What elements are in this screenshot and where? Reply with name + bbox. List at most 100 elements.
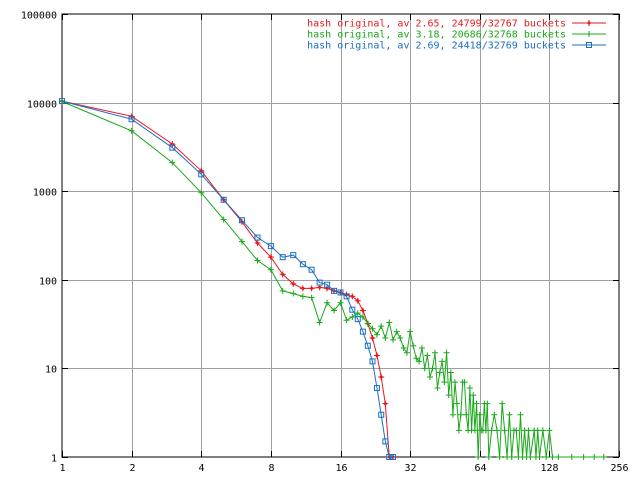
data-point: [369, 358, 376, 365]
data-point: [447, 369, 454, 376]
data-point: [494, 427, 501, 434]
data-point: [390, 336, 397, 343]
data-point: [436, 369, 443, 376]
data-point: [279, 254, 286, 261]
data-point: [549, 454, 556, 460]
data-point-dot: [370, 336, 374, 340]
data-point: [382, 335, 389, 342]
series-2: [59, 98, 607, 460]
data-point: [543, 454, 550, 460]
data-point: [343, 317, 350, 324]
data-point: [476, 411, 483, 418]
legend-label: hash original, av 3.18, 20686/32768 buck…: [307, 30, 566, 41]
data-point: [418, 344, 425, 351]
legend-entry-2: hash original, av 3.18, 20686/32768 buck…: [307, 30, 606, 41]
data-point: [220, 196, 227, 203]
data-point: [331, 287, 338, 294]
data-point: [198, 189, 205, 196]
series-group: [59, 98, 607, 460]
data-point: [378, 411, 385, 418]
data-point: [382, 438, 389, 445]
data-point-dot: [587, 21, 591, 25]
y-tick-label: 10000: [27, 100, 57, 111]
data-point: [416, 358, 423, 365]
data-point: [484, 400, 491, 407]
data-point: [517, 411, 524, 418]
data-point: [461, 379, 468, 386]
y-tick-label: 100: [39, 277, 57, 288]
data-point: [600, 454, 607, 460]
data-point: [59, 98, 65, 105]
x-tick-label: 128: [540, 463, 558, 474]
data-point: [443, 349, 450, 356]
data-point: [586, 42, 592, 48]
x-tick-label: 4: [198, 463, 204, 474]
legend-entry-1: hash original, av 2.65, 24799/32767 buck…: [307, 19, 606, 30]
x-tick-label: 8: [268, 463, 274, 474]
data-point: [220, 216, 227, 223]
data-point: [359, 314, 366, 321]
data-point-dot: [356, 299, 360, 303]
data-point: [324, 299, 331, 306]
data-point: [373, 385, 380, 392]
x-tick-label: 1: [59, 463, 65, 474]
data-point: [499, 400, 506, 407]
data-point: [525, 427, 532, 434]
data-point-dot: [383, 402, 387, 406]
data-point: [386, 319, 393, 326]
data-point: [453, 400, 460, 407]
data-point-dot: [291, 282, 295, 286]
y-tick-label: 100000: [21, 11, 57, 22]
x-tick-label: 2: [129, 463, 135, 474]
data-point: [434, 385, 441, 392]
x-tick-label: 64: [474, 463, 486, 474]
data-point: [439, 358, 446, 365]
data-point: [421, 365, 428, 372]
y-tick-label: 1: [51, 454, 57, 465]
data-point: [324, 281, 331, 288]
data-point: [568, 454, 575, 460]
data-point: [475, 454, 482, 460]
data-point: [508, 454, 515, 460]
data-point-dot: [310, 286, 314, 290]
data-point: [539, 427, 546, 434]
y-tick-label: 10: [45, 365, 57, 376]
data-point: [337, 289, 344, 296]
data-point: [254, 257, 261, 264]
data-point-dot: [318, 285, 322, 289]
data-point: [410, 342, 417, 349]
data-point: [290, 252, 297, 259]
series-1: [59, 98, 397, 460]
data-point: [337, 299, 344, 306]
legend-label: hash original, av 2.69, 24418/32769 buck…: [307, 41, 566, 52]
data-point: [238, 217, 245, 224]
data-point: [473, 400, 480, 407]
data-point: [128, 127, 135, 134]
legend-label: hash original, av 2.65, 24799/32767 buck…: [307, 19, 566, 30]
data-point: [457, 411, 464, 418]
data-point-dot: [281, 272, 285, 276]
data-point: [586, 31, 592, 37]
data-point-dot: [350, 294, 354, 298]
data-point: [290, 290, 297, 297]
data-point: [390, 454, 397, 460]
x-tick-label: 16: [335, 463, 347, 474]
data-point: [506, 411, 513, 418]
data-point: [299, 261, 306, 268]
x-tick-label: 32: [404, 463, 416, 474]
data-point: [429, 365, 436, 372]
data-point: [471, 427, 478, 434]
data-point: [445, 392, 452, 399]
data-point: [451, 379, 458, 386]
grid: [62, 14, 619, 457]
legend-entry-3: hash original, av 2.69, 24418/32769 buck…: [307, 41, 606, 52]
data-point: [496, 454, 503, 460]
data-point: [397, 335, 404, 342]
data-point: [400, 344, 407, 351]
data-point: [198, 171, 205, 178]
data-point: [449, 411, 456, 418]
data-point-dot: [361, 309, 365, 313]
data-point: [238, 238, 245, 245]
data-point: [546, 427, 553, 434]
